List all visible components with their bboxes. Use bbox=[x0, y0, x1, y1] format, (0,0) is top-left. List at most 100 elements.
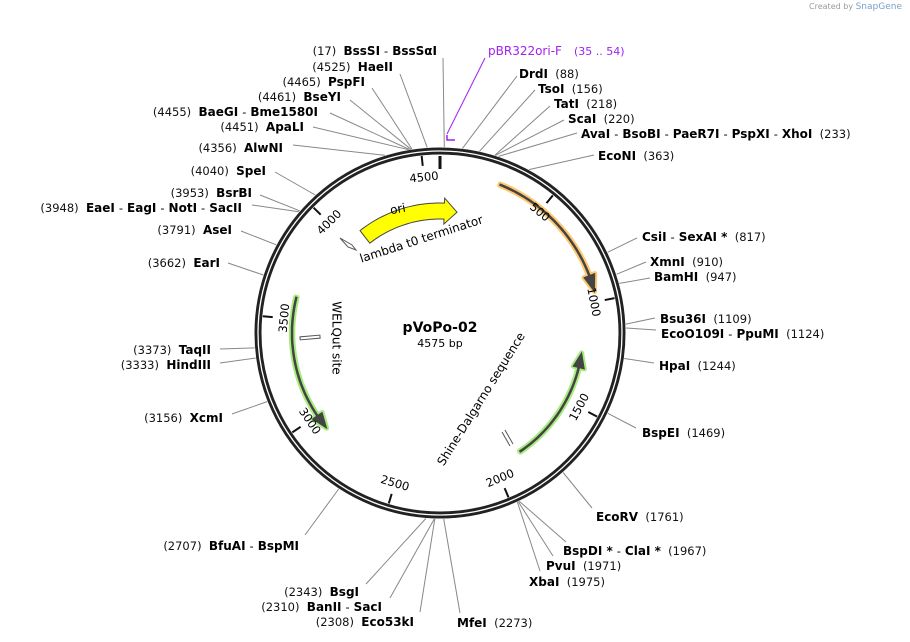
enzyme-name[interactable]: XbaI bbox=[529, 575, 560, 589]
enzyme-name[interactable]: BfuAI bbox=[208, 539, 246, 553]
enzyme-name[interactable]: XhoI bbox=[781, 127, 813, 141]
shine-dalgarno-marker[interactable] bbox=[501, 429, 514, 447]
primer-marker[interactable] bbox=[446, 135, 455, 141]
enzyme-name[interactable]: Bme1580I bbox=[250, 105, 318, 119]
restriction-site-label[interactable]: (3662) EarI bbox=[148, 256, 220, 270]
enzyme-name[interactable]: SacI bbox=[353, 600, 382, 614]
restriction-site-label[interactable]: EcoNI (363) bbox=[598, 149, 674, 163]
enzyme-name[interactable]: HindIII bbox=[166, 358, 211, 372]
enzyme-name[interactable]: SpeI bbox=[236, 164, 266, 178]
enzyme-name[interactable]: EarI bbox=[193, 256, 220, 270]
enzyme-name[interactable]: BsoBI bbox=[622, 127, 661, 141]
enzyme-name[interactable]: AvaI bbox=[581, 127, 611, 141]
restriction-site-label[interactable]: (4465) PspFI bbox=[282, 75, 365, 89]
restriction-site-label[interactable]: (4356) AlwNI bbox=[198, 141, 283, 155]
enzyme-name[interactable]: ApaLI bbox=[265, 120, 304, 134]
enzyme-name[interactable]: DrdI bbox=[519, 67, 548, 81]
restriction-site-label[interactable]: (3948) EaeI - EagI - NotI - SacII bbox=[40, 201, 242, 215]
feature-label-ori[interactable]: ori bbox=[388, 200, 407, 218]
restriction-site-label[interactable]: (2707) BfuAI - BspMI bbox=[163, 539, 299, 553]
enzyme-name[interactable]: PspXI bbox=[731, 127, 770, 141]
restriction-site-label[interactable]: BamHI (947) bbox=[654, 270, 737, 284]
enzyme-name[interactable]: BssSI bbox=[343, 44, 381, 58]
restriction-site-label[interactable]: TatI (218) bbox=[554, 97, 617, 111]
restriction-site-label[interactable]: EcoO109I - PpuMI (1124) bbox=[661, 327, 824, 341]
restriction-site-label[interactable]: ScaI (220) bbox=[568, 112, 635, 126]
feature-orange-arrow[interactable] bbox=[499, 183, 596, 294]
enzyme-name[interactable]: Eco53kI bbox=[361, 615, 414, 629]
enzyme-name[interactable]: EcoRV bbox=[596, 510, 639, 524]
restriction-site-label[interactable]: (17) BssSI - BssSαI bbox=[313, 44, 437, 58]
enzyme-name[interactable]: Bsu36I bbox=[660, 312, 706, 326]
restriction-site-label[interactable]: (3373) TaqII bbox=[133, 343, 211, 357]
restriction-site-label[interactable]: (2310) BanII - SacI bbox=[261, 600, 382, 614]
restriction-site-label[interactable]: (2343) BsgI bbox=[284, 585, 359, 599]
restriction-site-label[interactable]: XmnI (910) bbox=[650, 255, 723, 269]
enzyme-name[interactable]: BsgI bbox=[329, 585, 359, 599]
enzyme-name[interactable]: AseI bbox=[202, 223, 232, 237]
restriction-site-label[interactable]: (4461) BseYI bbox=[258, 90, 341, 104]
primer-label[interactable]: pBR322ori-F (35 .. 54) bbox=[488, 44, 625, 58]
restriction-site-label[interactable]: (4455) BaeGI - Bme1580I bbox=[153, 105, 318, 119]
enzyme-name[interactable]: BaeGI bbox=[198, 105, 239, 119]
restriction-site-label[interactable]: CsiI - SexAI * (817) bbox=[642, 230, 766, 244]
enzyme-name[interactable]: EaeI bbox=[85, 201, 115, 215]
enzyme-name[interactable]: BssSαI bbox=[392, 44, 437, 58]
restriction-site-label[interactable]: BspDI * - ClaI * (1967) bbox=[563, 544, 706, 558]
enzyme-name[interactable]: AlwNI bbox=[244, 141, 283, 155]
enzyme-name[interactable]: EagI bbox=[127, 201, 157, 215]
enzyme-name[interactable]: BspMI bbox=[257, 539, 299, 553]
feature-label-welqut-site[interactable]: WELQut site bbox=[329, 301, 344, 375]
enzyme-name[interactable]: ScaI bbox=[568, 112, 597, 126]
restriction-site-label[interactable]: TsoI (156) bbox=[538, 82, 603, 96]
enzyme-name[interactable]: ClaI * bbox=[624, 544, 661, 558]
enzyme-name[interactable]: EcoO109I bbox=[661, 327, 725, 341]
feature-green-arrow-left[interactable] bbox=[290, 296, 328, 430]
restriction-site-label[interactable]: (3953) BsrBI bbox=[171, 186, 252, 200]
enzyme-name[interactable]: TsoI bbox=[538, 82, 565, 96]
enzyme-name[interactable]: PaeR7I bbox=[672, 127, 720, 141]
restriction-site-label[interactable]: (4525) HaeII bbox=[312, 60, 393, 74]
restriction-site-label[interactable]: (4040) SpeI bbox=[191, 164, 266, 178]
enzyme-name[interactable]: MfeI bbox=[457, 616, 487, 630]
site-leader-line bbox=[607, 237, 638, 253]
enzyme-name[interactable]: TatI bbox=[554, 97, 579, 111]
restriction-site-label[interactable]: XbaI (1975) bbox=[529, 575, 605, 589]
enzyme-name[interactable]: BanII bbox=[306, 600, 342, 614]
lambda-t0-terminator-marker[interactable] bbox=[339, 237, 358, 252]
restriction-site-label[interactable]: (3333) HindIII bbox=[121, 358, 211, 372]
enzyme-name[interactable]: NotI bbox=[168, 201, 198, 215]
enzyme-name[interactable]: BspEI bbox=[642, 426, 680, 440]
restriction-site-label[interactable]: (3791) AseI bbox=[157, 223, 232, 237]
restriction-site-label[interactable]: Bsu36I (1109) bbox=[660, 312, 752, 326]
restriction-site-label[interactable]: HpaI (1244) bbox=[659, 359, 736, 373]
enzyme-name[interactable]: TaqII bbox=[178, 343, 211, 357]
feature-ori-arrow[interactable] bbox=[359, 196, 458, 244]
enzyme-name[interactable]: BseYI bbox=[303, 90, 341, 104]
enzyme-name[interactable]: PvuI bbox=[546, 559, 576, 573]
restriction-site-label[interactable]: DrdI (88) bbox=[519, 67, 579, 81]
enzyme-name[interactable]: HaeII bbox=[357, 60, 393, 74]
enzyme-name[interactable]: SacII bbox=[209, 201, 242, 215]
restriction-site-label[interactable]: (3156) XcmI bbox=[144, 411, 223, 425]
feature-green-arrow-right[interactable] bbox=[518, 351, 585, 453]
enzyme-name[interactable]: BspDI * bbox=[563, 544, 613, 558]
restriction-site-label[interactable]: EcoRV (1761) bbox=[596, 510, 684, 524]
enzyme-name[interactable]: SexAI * bbox=[678, 230, 728, 244]
restriction-site-label[interactable]: AvaI - BsoBI - PaeR7I - PspXI - XhoI (233) bbox=[581, 127, 851, 141]
restriction-site-label[interactable]: (2308) Eco53kI bbox=[316, 615, 414, 629]
enzyme-name[interactable]: XcmI bbox=[189, 411, 223, 425]
enzyme-name[interactable]: PspFI bbox=[328, 75, 365, 89]
welqut-site-marker[interactable] bbox=[299, 334, 321, 341]
enzyme-name[interactable]: PpuMI bbox=[736, 327, 779, 341]
restriction-site-label[interactable]: BspEI (1469) bbox=[642, 426, 725, 440]
enzyme-name[interactable]: BsrBI bbox=[216, 186, 252, 200]
enzyme-name[interactable]: HpaI bbox=[659, 359, 691, 373]
restriction-site-label[interactable]: (4451) ApaLI bbox=[220, 120, 304, 134]
restriction-site-label[interactable]: MfeI (2273) bbox=[457, 616, 532, 630]
enzyme-name[interactable]: CsiI bbox=[642, 230, 667, 244]
enzyme-name[interactable]: EcoNI bbox=[598, 149, 637, 163]
enzyme-name[interactable]: BamHI bbox=[654, 270, 699, 284]
enzyme-name[interactable]: XmnI bbox=[650, 255, 685, 269]
restriction-site-label[interactable]: PvuI (1971) bbox=[546, 559, 621, 573]
